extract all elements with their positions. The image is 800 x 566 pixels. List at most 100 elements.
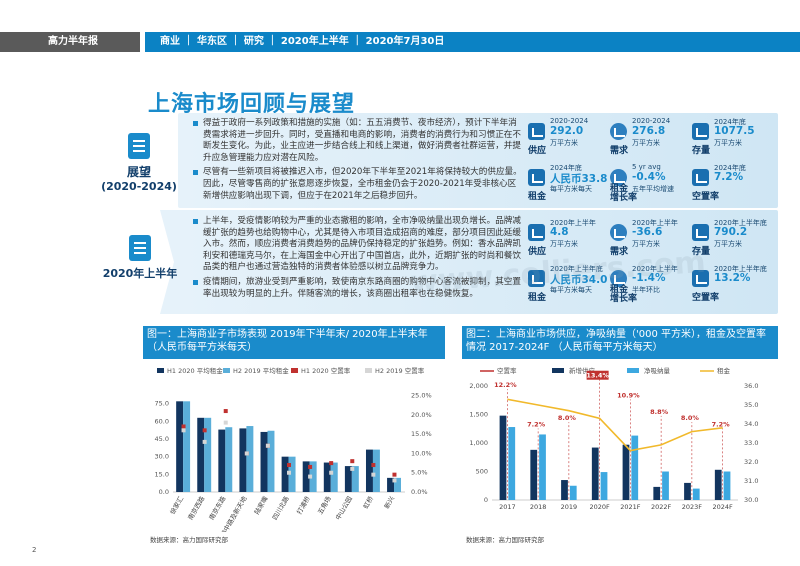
page-number: 2	[32, 546, 37, 554]
chart-icon	[610, 169, 627, 186]
marker-vacancy-h2-2019	[202, 439, 207, 444]
x-tick: 2022F	[651, 503, 672, 511]
marker-vacancy-h1-2020	[202, 428, 207, 433]
bar-h1-2020	[218, 429, 226, 492]
chart-icon	[528, 123, 545, 140]
marker-vacancy-h1-2020	[287, 463, 291, 468]
bar-net-absorption	[692, 488, 700, 500]
bar-net-absorption	[662, 471, 669, 500]
bar-net-absorption	[569, 485, 577, 500]
marker-vacancy-h1-2020	[181, 424, 186, 429]
vacancy-label-bg	[586, 370, 609, 380]
h1-section: 2020年上半年 上半年，受疫情影响较为严重的业态撤租的影响，全市净吸纳量出现负…	[0, 210, 800, 314]
x-tick: 新兴	[382, 494, 397, 510]
y-left-tick: 15.0	[155, 470, 169, 478]
figure2-source: 数据来源：高力国际研究部	[466, 536, 544, 544]
breadcrumb: 商业 ｜ 华东区 ｜ 研究 ｜ 2020年上半年 ｜ 2020年7月30日	[145, 32, 800, 52]
marker-vacancy-h2-2019	[223, 420, 228, 425]
x-tick: 2023F	[682, 503, 703, 511]
stat-period: 2020-2024	[632, 117, 671, 125]
legend-label: H2 2019 空置率	[375, 366, 425, 375]
stat-category: 租金 增长率	[610, 184, 638, 203]
figure1-title: 图一：上海商业子市场表现 2019年下半年末/ 2020年上半末年 （人民币每平…	[143, 326, 445, 359]
stat-period: 5 yr avg	[632, 163, 661, 171]
stat-4: 2020年上半年 -1.4% 半年环比 租金 增长率	[610, 264, 692, 304]
stat-value: 292.0	[550, 125, 584, 137]
stat-unit: 每平方米每天	[550, 286, 592, 294]
chart-icon	[692, 270, 709, 287]
bar-h2-2019	[330, 462, 338, 492]
figure2-title: 图二：上海商业市场供应，净吸纳量（'000 平方米），租金及空置率情况 2017…	[462, 326, 778, 359]
x-tick: 五角场	[315, 494, 333, 516]
stat-5: 2024年底 7.2% 空置率	[692, 163, 774, 203]
figure1-source: 数据来源：高力国际研究部	[150, 536, 228, 544]
x-tick: 虹桥	[361, 494, 376, 510]
bar-net-absorption	[723, 471, 731, 500]
chart-icon	[610, 224, 627, 241]
outlook-bullet: 得益于政府一系列政策和措施的实施（如：五五消费节、夜市经济），预计下半年消费需求…	[193, 118, 523, 164]
stat-unit: 五年平均增速	[632, 185, 674, 193]
stat-category: 租金 增长率	[610, 285, 638, 304]
legend-label: 净吸纳量	[644, 366, 671, 375]
vacancy-label: 8.0%	[558, 414, 577, 422]
document-icon	[129, 235, 151, 261]
h1-background	[178, 210, 778, 314]
stat-0: 2020-2024 292.0 万平方米 供应	[528, 117, 610, 157]
h1-bullets: 上半年，受疫情影响较为严重的业态撤租的影响，全市净吸纳量出现负增长。品牌减缓扩张…	[193, 216, 523, 303]
stat-category: 租金	[528, 293, 547, 303]
legend-label: H2 2019 平均租金	[233, 366, 289, 375]
x-tick: 2017	[499, 503, 516, 511]
stat-4: 5 yr avg -0.4% 五年平均增速 租金 增长率	[610, 163, 692, 203]
outlook-background	[178, 113, 778, 208]
marker-vacancy-h2-2019	[350, 466, 355, 471]
marker-vacancy-h2-2019	[181, 428, 186, 433]
y-right-tick: 30.0	[744, 496, 758, 504]
vacancy-label-bg	[525, 419, 548, 429]
bar-h2-2019	[309, 461, 317, 492]
bar-h2-2019	[183, 401, 191, 492]
stat-value: 790.2	[714, 226, 748, 238]
x-tick: 南京西路	[186, 494, 207, 521]
stat-category: 存量	[692, 247, 711, 257]
marker-vacancy-h1-2020	[371, 463, 376, 468]
legend-swatch	[552, 368, 564, 373]
stat-value: 人民币34.0	[550, 274, 608, 286]
stat-unit: 万平方米	[550, 139, 578, 147]
chart-icon	[528, 270, 545, 287]
stat-unit: 万平方米	[714, 240, 742, 248]
figure2-chart: 空置率 新增供应 净吸纳量 租金 0 500 1,000 1,500 2,000 30.0 31.0…	[469, 366, 758, 511]
y-right-tick: 32.0	[744, 458, 758, 466]
y-left-tick: 1,500	[469, 411, 488, 419]
vacancy-label: 7.2%	[712, 420, 731, 428]
x-tick: 打浦桥	[294, 494, 312, 516]
stat-category: 需求	[610, 247, 629, 257]
vacancy-label-bg	[678, 413, 701, 423]
x-tick: 2019	[561, 503, 578, 511]
figure1-chart: H1 2020 平均租金 H2 2019 平均租金 H1 2020 空置率 H2 20…	[155, 366, 432, 532]
bar-net-absorption	[600, 472, 608, 500]
y-right-tick: 34.0	[744, 420, 758, 428]
bar-h2-2019	[372, 449, 380, 492]
vacancy-label: 13.4%	[586, 372, 609, 380]
stat-value: -0.4%	[632, 171, 666, 183]
x-tick: 2021F	[620, 503, 641, 511]
chart-icon	[610, 123, 627, 140]
x-tick: 四川北路	[270, 494, 291, 521]
outlook-label-line2: (2020-2024)	[101, 180, 177, 193]
bar-new-supply	[714, 469, 722, 500]
y-right-tick: 31.0	[744, 477, 758, 485]
y-right-tick: 35.0	[744, 401, 758, 409]
vacancy-label: 7.2%	[527, 420, 546, 428]
stat-period: 2020年上半年底	[714, 219, 767, 227]
h1-label: 2020年上半年	[100, 235, 180, 281]
bar-h1-2020	[239, 428, 247, 492]
stat-period: 2020年上半年	[550, 219, 596, 227]
vacancy-label-bg	[648, 406, 671, 416]
bar-h2-2019	[351, 466, 359, 492]
stat-period: 2020年上半年底	[550, 265, 603, 273]
document-icon	[128, 133, 150, 159]
vacancy-label: 8.8%	[650, 408, 669, 416]
legend-swatch	[157, 368, 164, 373]
stat-category: 供应	[528, 247, 547, 257]
